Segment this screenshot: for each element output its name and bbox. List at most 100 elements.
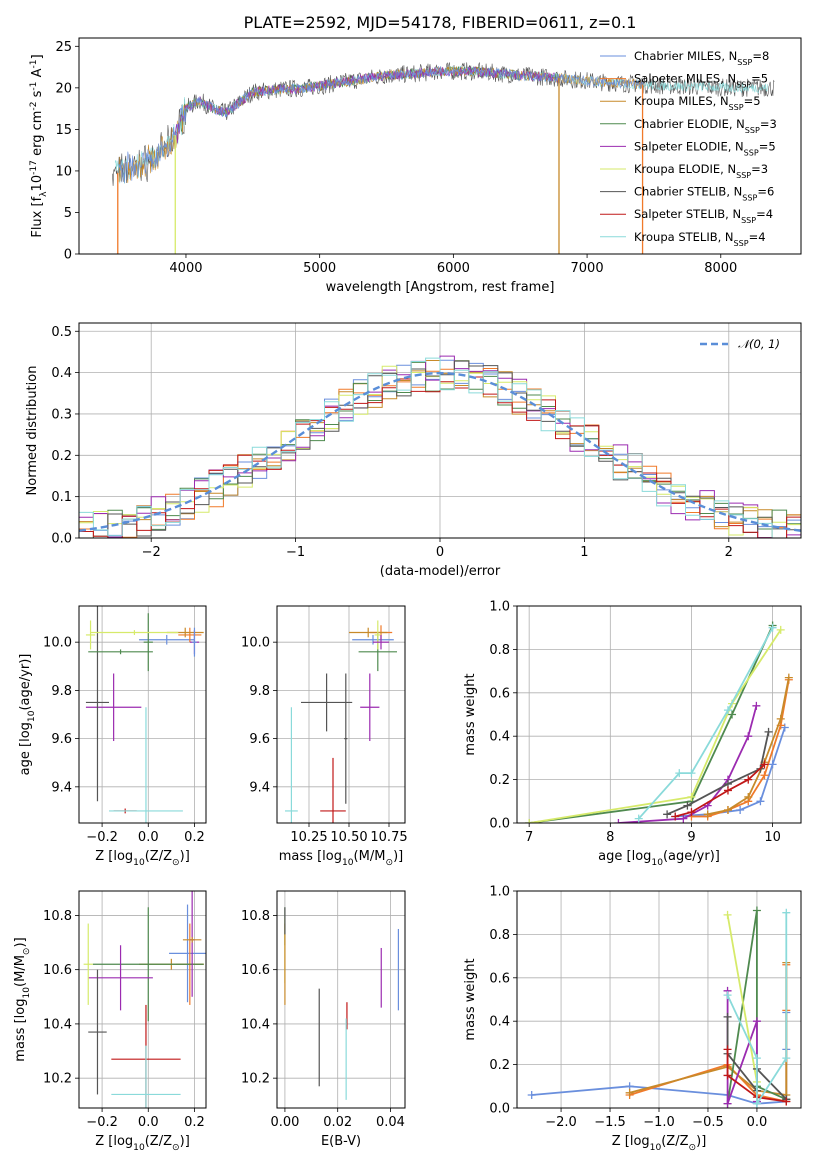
- point-marker: [780, 723, 789, 732]
- y-axis-label: mass [log10(M/M⊙)]: [13, 937, 32, 1061]
- x-tick-label: 7000: [571, 261, 604, 276]
- y-tick-label: 10.2: [43, 1072, 72, 1087]
- x-axis-label: Z [log10(Z/Z⊙)]: [612, 1134, 707, 1153]
- point-marker: [687, 792, 696, 801]
- point-marker: [768, 623, 777, 632]
- axes-frame: [78, 890, 207, 1109]
- point-marker: [782, 1097, 791, 1106]
- legend-label: Chabrier MILES, NSSP=8: [634, 49, 769, 67]
- y-tick-label: 0.0: [489, 1102, 510, 1117]
- legend-label: Kroupa MILES, NSSP=5: [634, 94, 761, 112]
- point-marker: [527, 1090, 536, 1099]
- point-marker: [723, 1099, 732, 1108]
- x-tick-label: 0.02: [323, 1115, 352, 1130]
- y-tick-label: 0.6: [489, 686, 510, 701]
- x-tick-label: 0.04: [376, 1115, 405, 1130]
- y-tick-label: 0: [64, 248, 72, 263]
- x-tick-label: 6000: [437, 261, 470, 276]
- point-marker: [784, 673, 793, 682]
- x-tick-label: −0.2: [86, 1115, 118, 1130]
- y-tick-label: 1.0: [489, 885, 510, 900]
- y-tick-label: 9.8: [51, 684, 72, 699]
- y-tick-label: 10.8: [43, 909, 72, 924]
- series-line: [618, 705, 758, 823]
- x-tick-label: 9: [687, 830, 695, 845]
- legend-label: Chabrier STELIB, NSSP=6: [634, 185, 774, 203]
- y-tick-label: 9.6: [249, 732, 270, 747]
- histogram-step: [79, 360, 801, 538]
- axes-frame: [78, 605, 207, 824]
- point-marker: [776, 714, 785, 723]
- x-tick-label: 0: [436, 545, 444, 560]
- x-tick-label: 0.2: [184, 1115, 205, 1130]
- point-marker: [723, 910, 732, 919]
- point-marker: [723, 805, 732, 814]
- x-tick-label: −1.5: [594, 1115, 626, 1130]
- y-tick-label: 5: [64, 206, 72, 221]
- y-tick-label: 0.5: [51, 325, 72, 340]
- y-axis-label: Normed distribution: [25, 366, 40, 496]
- point-marker: [723, 1071, 732, 1080]
- x-tick-label: −2: [142, 545, 161, 560]
- y-tick-label: 10.6: [43, 963, 72, 978]
- point-marker: [634, 814, 643, 823]
- mass-vs-ebv-panel: 0.00 0.02 0.04 10.2 10.4 10.6 10.8 E(B-V): [241, 890, 406, 1149]
- x-tick-label: 10.50: [330, 830, 367, 845]
- series-line: [675, 727, 786, 818]
- x-axis-label: (data-model)/error: [380, 564, 501, 579]
- point-marker: [736, 805, 745, 814]
- y-tick-label: 0.8: [489, 643, 510, 658]
- x-tick-label: 10: [764, 830, 781, 845]
- y-tick-label: 0.1: [51, 490, 72, 505]
- point-marker: [756, 797, 765, 806]
- x-tick-label: −0.5: [692, 1115, 724, 1130]
- point-marker: [723, 706, 732, 715]
- legend-label: Salpeter ELODIE, NSSP=5: [634, 139, 776, 157]
- point-marker: [764, 727, 773, 736]
- point-marker: [744, 732, 753, 741]
- point-marker: [675, 769, 684, 778]
- series-line: [529, 629, 782, 823]
- x-tick-label: 0.0: [138, 830, 159, 845]
- series-line: [529, 625, 774, 823]
- y-tick-label: 25: [55, 40, 72, 55]
- point-marker: [760, 760, 769, 769]
- point-marker: [663, 810, 672, 819]
- point-marker: [683, 801, 692, 810]
- y-tick-label: 10.6: [241, 963, 270, 978]
- x-tick-label: −1.0: [643, 1115, 675, 1130]
- point-marker: [752, 701, 761, 710]
- y-tick-label: 10: [55, 164, 72, 179]
- legend-label: Kroupa ELODIE, NSSP=3: [634, 162, 768, 180]
- y-tick-label: 0.8: [489, 928, 510, 943]
- point-marker: [752, 1054, 761, 1063]
- x-tick-label: 0.2: [184, 830, 205, 845]
- y-tick-label: 0.3: [51, 407, 72, 422]
- x-tick-label: 0.0: [747, 1115, 768, 1130]
- legend-label: Salpeter STELIB, NSSP=4: [634, 207, 773, 225]
- mass-weight-vs-metallicity-panel: −2.0 −1.5 −1.0 −0.5 0.0 0.0 0.2 0.4 0.6 0.8 1.0 Z […: [463, 885, 802, 1153]
- point-marker: [723, 786, 732, 795]
- axes-frame: [78, 37, 802, 255]
- y-axis-label: mass weight: [463, 958, 478, 1040]
- y-tick-label: 0.4: [489, 1015, 510, 1030]
- x-tick-label: 8: [606, 830, 614, 845]
- x-tick-label: 4000: [169, 261, 202, 276]
- x-tick-label: 7: [525, 830, 533, 845]
- figure-title: PLATE=2592, MJD=54178, FIBERID=0611, z=0…: [244, 13, 637, 32]
- point-marker: [625, 1088, 634, 1097]
- y-tick-label: 0.6: [489, 971, 510, 986]
- legend-label: Salpeter MILES, NSSP=5: [634, 72, 768, 90]
- y-tick-label: 0.0: [489, 817, 510, 832]
- y-tick-label: 10.8: [241, 909, 270, 924]
- x-tick-label: 8000: [704, 261, 737, 276]
- y-tick-label: 9.6: [51, 732, 72, 747]
- point-marker: [728, 710, 737, 719]
- point-marker: [723, 991, 732, 1000]
- y-tick-label: 0.2: [489, 773, 510, 788]
- point-marker: [687, 808, 696, 817]
- histogram-step: [79, 357, 801, 538]
- x-tick-label: −2.0: [545, 1115, 577, 1130]
- x-axis-label: Z [log10(Z/Z⊙)]: [95, 849, 190, 868]
- x-tick-label: 1: [580, 545, 588, 560]
